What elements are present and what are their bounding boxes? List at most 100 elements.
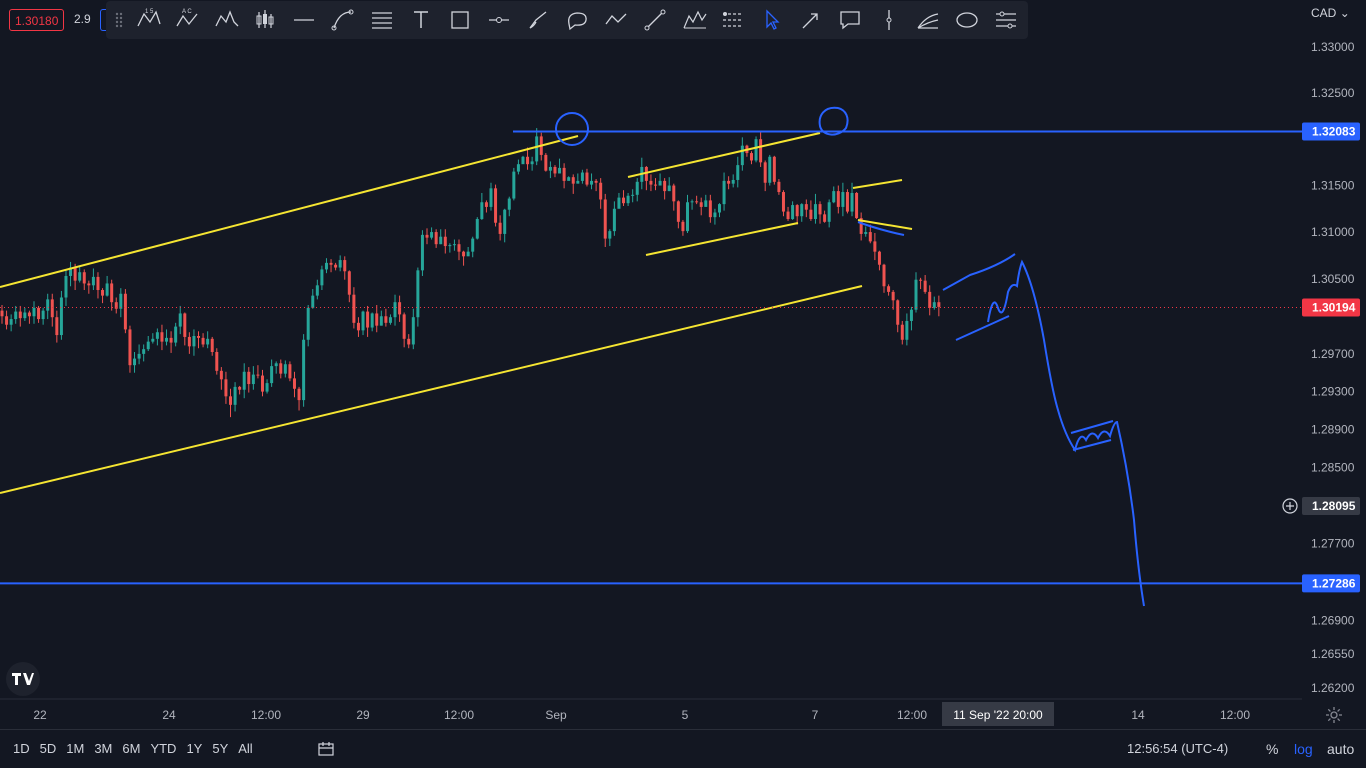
price-axis[interactable]: 1.33000 1.32500 1.31500 1.31000 1.30500 1.297… (1302, 40, 1360, 695)
gear-icon[interactable] (1325, 706, 1343, 729)
tradingview-logo-icon[interactable] (6, 662, 40, 696)
percent-toggle[interactable]: % (1266, 741, 1279, 757)
top-circle-right[interactable] (818, 106, 849, 136)
candle (247, 367, 251, 393)
yellow-inner-upper[interactable] (627, 132, 821, 178)
auto-toggle[interactable]: auto (1327, 741, 1355, 757)
yellow-channel-upper[interactable] (0, 135, 579, 288)
candle (759, 130, 763, 167)
log-toggle[interactable]: log (1294, 741, 1313, 757)
blue-box-top[interactable] (1070, 420, 1114, 434)
ask-price-badge[interactable] (100, 9, 108, 31)
yellow-flag-lower[interactable] (857, 219, 913, 230)
candle (855, 192, 859, 220)
candle (370, 312, 374, 332)
abcd-pattern-icon[interactable]: A C (167, 4, 206, 36)
candle (32, 301, 36, 324)
blue-flag-underline[interactable] (857, 221, 905, 236)
candle (238, 385, 242, 395)
yellow-inner-lower[interactable] (645, 222, 799, 256)
candle (489, 182, 493, 211)
price-chart[interactable]: 1.33000 1.32500 1.31500 1.31000 1.30500 1.297… (0, 0, 1366, 729)
candle (905, 313, 909, 346)
blue-box-bottom[interactable] (1072, 439, 1112, 451)
currency-selector[interactable]: CAD ⌄ (1311, 6, 1350, 20)
yellow-channel-lower[interactable] (0, 285, 863, 494)
candle (425, 228, 429, 245)
bid-price-badge[interactable]: 1.30180 (9, 9, 65, 31)
candle (553, 165, 557, 178)
range-button-5y[interactable]: 5Y (212, 741, 229, 756)
candle (617, 192, 621, 209)
ellipse-icon[interactable] (947, 4, 986, 36)
grip-icon[interactable] (110, 9, 128, 31)
horizontal-line-icon[interactable] (284, 4, 323, 36)
clock[interactable]: 12:56:54 (UTC-4) (1127, 741, 1229, 756)
range-button-all[interactable]: All (238, 741, 253, 756)
range-button-3m[interactable]: 3M (94, 741, 113, 756)
fib-fan-icon[interactable] (908, 4, 947, 36)
price-tick-label: 1.26200 (1311, 681, 1355, 695)
horizontal-ray-icon[interactable] (479, 4, 518, 36)
comment-icon[interactable] (830, 4, 869, 36)
candle (731, 174, 735, 188)
price-tick-label: 1.27700 (1311, 537, 1355, 551)
candle (695, 195, 699, 205)
long-position-icon[interactable] (713, 4, 752, 36)
candle (292, 371, 296, 398)
candle (0, 305, 4, 324)
blue-forecast-path[interactable] (987, 259, 1145, 607)
price-level-badge[interactable] (1302, 496, 1360, 515)
curve-icon[interactable] (323, 4, 362, 36)
arrow-icon[interactable] (791, 4, 830, 36)
candle (599, 178, 603, 209)
brush-icon[interactable] (518, 4, 557, 36)
forecast-icon[interactable] (986, 4, 1025, 36)
candle (297, 386, 301, 411)
candle (850, 182, 854, 217)
calendar-icon[interactable] (317, 740, 335, 763)
candle (448, 243, 452, 253)
price-level-badge[interactable] (1302, 122, 1360, 141)
candle (128, 325, 132, 373)
crosshair-add-icon[interactable] (1281, 497, 1299, 520)
candle (704, 194, 708, 207)
candle (14, 305, 18, 324)
top-circle-left[interactable] (555, 112, 589, 146)
candle (859, 212, 863, 241)
range-button-1m[interactable]: 1M (66, 741, 85, 756)
path-icon[interactable] (596, 4, 635, 36)
xabcd-pattern-icon[interactable]: 1 5 (128, 4, 167, 36)
candle (256, 365, 260, 379)
candle (142, 344, 146, 362)
trend-line-icon[interactable] (635, 4, 674, 36)
candle (571, 174, 575, 194)
range-button-ytd[interactable]: YTD (150, 741, 177, 756)
candle (407, 334, 411, 349)
drawings-layer[interactable] (0, 106, 1145, 607)
rectangle-icon[interactable] (440, 4, 479, 36)
head-shoulders-icon[interactable] (206, 4, 245, 36)
candle (690, 199, 694, 210)
candle (5, 310, 9, 330)
vertical-line-icon[interactable] (869, 4, 908, 36)
elliott-wave-icon[interactable] (674, 4, 713, 36)
candle (836, 185, 840, 214)
range-button-5d[interactable]: 5D (39, 741, 57, 756)
price-level-badge[interactable] (1302, 574, 1360, 593)
candles-icon[interactable] (245, 4, 284, 36)
blue-wedge[interactable] (942, 253, 1016, 341)
price-level-badge[interactable] (1302, 298, 1360, 317)
time-axis[interactable]: 22 24 12:00 29 12:00 Sep 5 7 12:00 14 12:00 11 Sep … (0, 698, 1302, 726)
candle (393, 294, 397, 326)
chevron-down-icon: ⌄ (1339, 6, 1350, 20)
cursor-icon[interactable] (752, 4, 791, 36)
range-button-6m[interactable]: 6M (122, 741, 141, 756)
yellow-flag-upper[interactable] (852, 179, 903, 189)
range-button-1y[interactable]: 1Y (186, 741, 203, 756)
callout-icon[interactable] (557, 4, 596, 36)
range-button-1d[interactable]: 1D (13, 741, 30, 756)
text-icon[interactable] (401, 4, 440, 36)
candle (114, 297, 118, 314)
fib-retracement-icon[interactable] (362, 4, 401, 36)
